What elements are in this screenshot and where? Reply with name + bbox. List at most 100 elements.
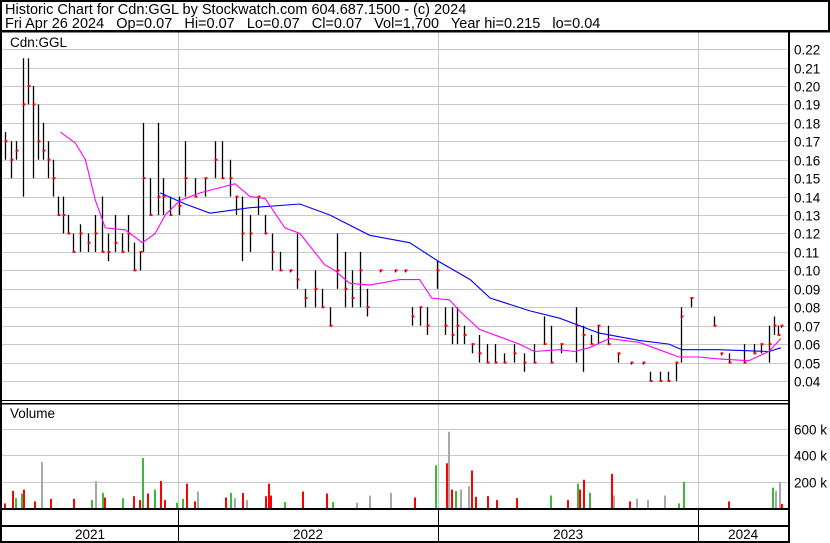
close-mark — [42, 149, 46, 152]
close-mark — [336, 269, 340, 272]
volume-bar — [475, 496, 477, 508]
close-mark — [366, 306, 370, 309]
volume-bar — [779, 481, 781, 508]
close-mark — [314, 287, 318, 290]
year-band-border — [0, 525, 788, 527]
quote-summary: Fri Apr 26 2024 Op=0.07 Hi=0.07 Lo=0.07 … — [5, 16, 601, 32]
close-mark — [607, 343, 611, 346]
close-mark — [780, 324, 784, 327]
volume-bar — [133, 496, 135, 508]
close-mark — [249, 232, 253, 235]
close-mark — [680, 315, 684, 318]
volume-bar — [487, 496, 489, 508]
close-mark — [221, 177, 225, 180]
volume-bar — [95, 481, 97, 508]
price-tick-label: 0.19 — [794, 98, 820, 113]
right-border — [788, 30, 790, 543]
close-mark — [204, 177, 208, 180]
close-mark — [304, 297, 308, 300]
close-mark — [451, 333, 455, 336]
close-mark — [543, 343, 547, 346]
volume-label: Volume — [10, 406, 55, 421]
volume-bar — [102, 492, 104, 508]
chart-frame — [0, 30, 830, 543]
close-mark — [101, 250, 105, 253]
close-mark — [264, 232, 268, 235]
close-mark — [690, 297, 694, 300]
close-mark — [241, 232, 245, 235]
volume-tick-label: 200 k — [794, 476, 827, 491]
symbol-label: Cdn:GGL — [10, 35, 68, 50]
ma-short-line — [60, 131, 782, 362]
close-mark — [523, 361, 527, 364]
close-mark — [47, 158, 51, 161]
close-mark — [321, 306, 325, 309]
close-mark — [513, 352, 517, 355]
close-mark — [279, 269, 283, 272]
volume-bar — [390, 492, 392, 508]
volume-bar — [234, 498, 236, 508]
close-mark — [743, 361, 747, 364]
close-mark — [560, 343, 564, 346]
volume-bar — [435, 465, 437, 508]
close-mark — [426, 324, 430, 327]
volume-bar — [664, 495, 666, 508]
volume-bar — [775, 490, 777, 508]
volume-bar — [23, 489, 25, 508]
volume-bar — [460, 489, 462, 508]
volume-bar — [629, 501, 631, 508]
moving-averages — [60, 131, 782, 362]
volume-bar — [577, 483, 579, 508]
volume-bar — [302, 491, 304, 508]
close-mark — [27, 84, 31, 87]
volume-bar — [4, 503, 6, 508]
year-label: 2022 — [293, 527, 323, 542]
close-mark — [72, 250, 76, 253]
close-mark — [296, 278, 300, 281]
close-mark — [630, 361, 634, 364]
price-tick-label: 0.17 — [794, 135, 820, 150]
close-mark — [768, 343, 772, 346]
volume-bar — [636, 498, 638, 508]
volume-bar — [21, 493, 23, 508]
volume-bar — [579, 489, 581, 508]
close-mark — [67, 232, 71, 235]
close-mark — [114, 241, 118, 244]
close-mark — [149, 214, 153, 217]
close-mark — [127, 232, 131, 235]
volume-bar — [781, 504, 783, 508]
volume-bar — [12, 490, 14, 508]
close-mark — [649, 380, 653, 382]
close-mark — [379, 269, 383, 272]
close-mark — [617, 352, 621, 355]
close-mark — [289, 269, 293, 272]
volume-bar — [246, 500, 248, 508]
close-mark — [194, 195, 198, 198]
price-tick-label: 0.05 — [794, 357, 820, 372]
close-mark — [777, 333, 781, 336]
close-mark — [32, 103, 36, 106]
close-mark — [713, 324, 717, 327]
price-tick-label: 0.20 — [794, 80, 820, 95]
volume-bar — [455, 490, 457, 508]
volume-bar — [122, 498, 124, 508]
close-mark — [351, 297, 355, 300]
volume-bar — [139, 500, 141, 508]
close-mark — [107, 250, 111, 253]
volume-bar — [611, 473, 613, 508]
close-mark — [675, 361, 679, 364]
close-mark — [359, 269, 363, 272]
price-tick-label: 0.08 — [794, 301, 820, 316]
volume-bar — [160, 481, 162, 508]
year-label: 2023 — [553, 527, 583, 542]
volume-bar — [284, 502, 286, 508]
close-mark — [720, 352, 724, 355]
volume-bar — [73, 498, 75, 508]
volume-bar — [182, 498, 184, 508]
price-tick-label: 0.22 — [794, 43, 820, 58]
volume-bar — [270, 495, 272, 508]
close-mark — [271, 250, 275, 253]
close-mark — [22, 103, 26, 106]
close-mark — [456, 324, 460, 327]
price-tick-label: 0.16 — [794, 154, 820, 169]
